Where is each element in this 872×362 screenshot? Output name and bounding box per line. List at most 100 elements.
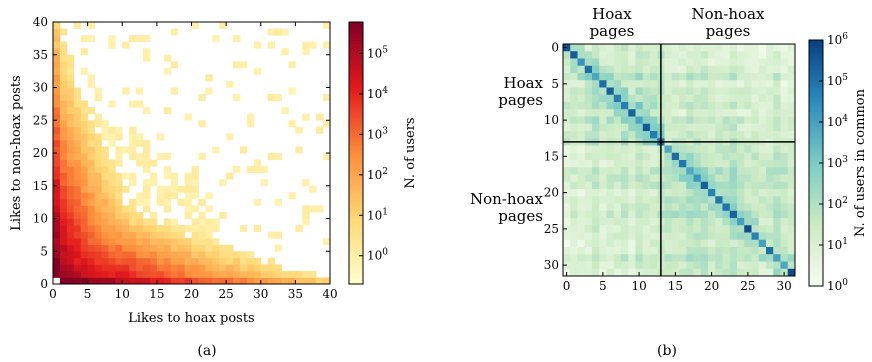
colorbar-segment <box>349 192 363 196</box>
colorbar-tick-label: 105 <box>827 73 848 88</box>
heatmap-cell <box>787 268 796 277</box>
heatmap-cell <box>621 232 629 241</box>
heatmap-cell <box>577 196 586 204</box>
heatmap-cell <box>628 94 636 103</box>
heatmap-cell <box>198 277 206 285</box>
heatmap-cell <box>679 174 687 183</box>
heatmap-cell <box>577 210 586 219</box>
heatmap-cell <box>686 58 694 67</box>
colorbar-segment <box>349 113 363 117</box>
heatmap-cell <box>584 145 593 154</box>
heatmap-cell <box>744 152 752 161</box>
heatmap-cell <box>766 87 774 96</box>
heatmap-cell <box>177 198 185 206</box>
heatmap-cell <box>773 94 781 103</box>
heatmap-cell <box>570 167 578 175</box>
heatmap-cell <box>163 107 172 115</box>
heatmap-cell <box>205 218 213 226</box>
heatmap-cell <box>584 268 593 277</box>
heatmap-cell <box>628 189 636 197</box>
heatmap-cell <box>650 225 658 233</box>
heatmap-cell <box>650 123 658 132</box>
heatmap-cell <box>274 153 282 160</box>
heatmap-cell <box>66 264 75 272</box>
heatmap-cell <box>170 251 179 259</box>
heatmap-cell <box>53 87 61 95</box>
heatmap-cell <box>737 225 745 233</box>
heatmap-cell <box>729 210 738 219</box>
colorbar-segment <box>349 82 363 86</box>
heatmap-cell <box>260 264 269 272</box>
heatmap-cell <box>686 247 694 255</box>
heatmap-cell <box>115 198 123 206</box>
heatmap-cell <box>635 102 644 110</box>
heatmap-cell <box>722 152 731 161</box>
heatmap-cell <box>129 270 137 278</box>
heatmap-cell <box>59 192 68 200</box>
heatmap-cell <box>570 225 578 233</box>
heatmap-cell <box>715 189 723 197</box>
heatmap-cell <box>635 225 644 233</box>
heatmap-cell <box>780 94 789 103</box>
heatmap-cell <box>737 261 745 270</box>
heatmap-cell <box>136 198 144 206</box>
heatmap-cell <box>323 153 331 160</box>
heatmap-cell <box>59 185 68 193</box>
colorbar-segment <box>809 187 823 191</box>
heatmap-cell <box>198 244 206 252</box>
heatmap-cell <box>129 205 137 213</box>
heatmap-cell <box>606 239 615 248</box>
heatmap-cell <box>592 116 600 125</box>
heatmap-cell <box>744 247 752 255</box>
heatmap-cells-a <box>53 22 331 285</box>
heatmap-cell <box>302 41 310 49</box>
heatmap-cell <box>87 185 95 193</box>
heatmap-cell <box>59 100 68 108</box>
heatmap-cell <box>170 238 179 246</box>
heatmap-cell <box>570 94 578 103</box>
heatmap-cell <box>744 174 752 183</box>
heatmap-cell <box>80 211 89 219</box>
heatmap-cell <box>87 146 95 154</box>
heatmap-cell <box>715 174 723 183</box>
heatmap-cell <box>59 139 68 147</box>
heatmap-cell <box>642 102 651 110</box>
heatmap-cell <box>606 44 615 52</box>
heatmap-cell <box>737 203 745 212</box>
heatmap-cell <box>184 192 192 200</box>
heatmap-cell <box>577 268 586 277</box>
heatmap-cell <box>744 145 752 154</box>
heatmap-cell <box>737 102 745 110</box>
heatmap-cell <box>650 73 658 81</box>
heatmap-cell <box>101 218 109 226</box>
heatmap-cell <box>773 218 781 226</box>
colorbar-segment <box>809 155 823 159</box>
heatmap-cell <box>584 247 593 255</box>
heatmap-cell <box>59 159 68 167</box>
heatmap-cell <box>642 232 651 241</box>
heatmap-cell <box>780 174 789 183</box>
y-tick-label: 5 <box>40 244 48 258</box>
heatmap-cell <box>184 198 192 206</box>
heatmap-cell <box>613 189 622 197</box>
heatmap-cell <box>253 264 262 272</box>
heatmap-cell <box>592 109 600 117</box>
heatmap-cell <box>53 251 61 259</box>
heatmap-cell <box>66 61 75 69</box>
heatmap-cell <box>108 179 116 187</box>
colorbar-segment <box>809 239 823 243</box>
heatmap-cell <box>606 203 615 212</box>
heatmap-cell <box>53 225 61 232</box>
heatmap-cell <box>316 205 324 213</box>
heatmap-cell <box>163 264 172 272</box>
heatmap-cell <box>679 73 687 81</box>
heatmap-cell <box>129 218 137 226</box>
heatmap-cell <box>59 67 68 75</box>
heatmap-cell <box>53 205 61 213</box>
heatmap-cell <box>671 174 680 183</box>
heatmap-cell <box>80 231 89 239</box>
heatmap-cell <box>184 277 192 285</box>
heatmap-cell <box>766 218 774 226</box>
heatmap-cell <box>94 120 102 128</box>
heatmap-cell <box>563 123 571 132</box>
